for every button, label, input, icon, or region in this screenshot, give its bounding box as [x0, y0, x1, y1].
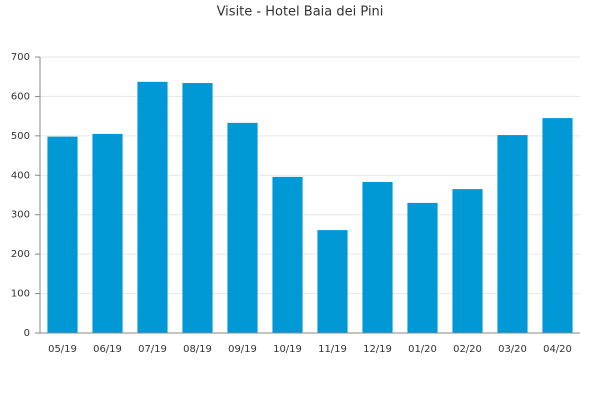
- chart-title: Visite - Hotel Baia dei Pini: [217, 5, 384, 20]
- x-tick-label: 07/19: [138, 344, 167, 355]
- y-tick-label: 100: [11, 289, 30, 300]
- x-tick-label: 12/19: [363, 344, 392, 355]
- bar: [47, 136, 78, 333]
- x-tick-label: 03/20: [498, 344, 527, 355]
- y-tick-label: 200: [11, 249, 30, 260]
- y-tick-label: 300: [11, 210, 30, 221]
- bar: [542, 118, 573, 333]
- bar: [452, 189, 483, 333]
- y-tick-label: 600: [11, 91, 30, 102]
- bar: [317, 230, 348, 333]
- bar: [407, 202, 438, 333]
- bar: [362, 181, 393, 333]
- x-tick-label: 10/19: [273, 344, 302, 355]
- x-tick-label: 08/19: [183, 344, 212, 355]
- y-tick-label: 700: [11, 52, 30, 63]
- x-tick-label: 02/20: [453, 344, 482, 355]
- x-tick-label: 04/20: [543, 344, 572, 355]
- y-tick-label: 0: [24, 328, 30, 339]
- bar: [227, 122, 258, 334]
- bar: [137, 81, 168, 333]
- x-tick-label: 11/19: [318, 344, 347, 355]
- y-tick-label: 500: [11, 131, 30, 142]
- x-tick-label: 01/20: [408, 344, 437, 355]
- bar: [182, 83, 213, 333]
- bar: [92, 133, 123, 333]
- bar: [497, 135, 528, 333]
- x-tick-label: 09/19: [228, 344, 257, 355]
- y-tick-label: 400: [11, 170, 30, 181]
- bar: [272, 176, 303, 333]
- x-tick-label: 06/19: [93, 344, 122, 355]
- x-tick-label: 05/19: [48, 344, 77, 355]
